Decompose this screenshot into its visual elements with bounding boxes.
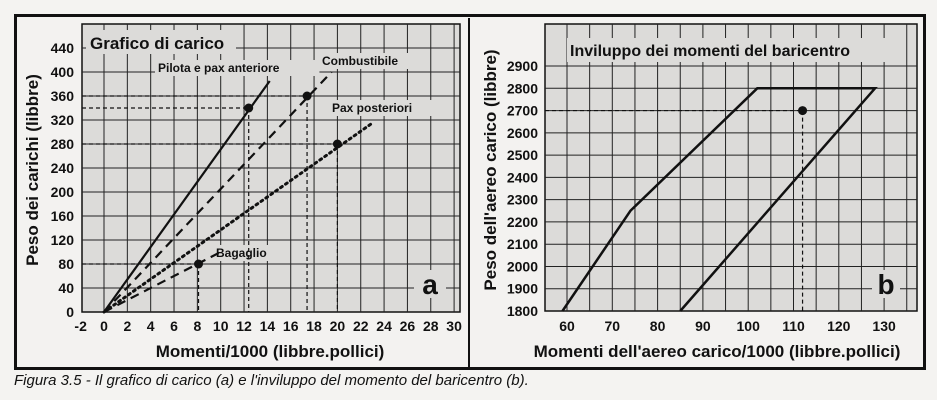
x-tick-label-a: 22 bbox=[353, 318, 369, 334]
x-tick-label-a: 28 bbox=[423, 318, 439, 334]
x-tick-label-a: -2 bbox=[74, 318, 87, 334]
x-tick-label-b: 80 bbox=[650, 318, 666, 334]
y-tick-label-b: 1800 bbox=[507, 303, 538, 319]
series-line bbox=[102, 121, 374, 314]
x-tick-label-a: 8 bbox=[193, 318, 201, 334]
y-tick-label-b: 2700 bbox=[507, 103, 538, 119]
x-tick-label-b: 60 bbox=[559, 318, 575, 334]
envelope-line bbox=[561, 87, 878, 312]
y-tick-label-b: 2000 bbox=[507, 258, 538, 274]
panel-label-b: b bbox=[877, 269, 894, 300]
figure-caption: Figura 3.5 - Il grafico di carico (a) e … bbox=[14, 372, 529, 389]
y-tick-label-b: 2800 bbox=[507, 80, 538, 96]
series-label: Combustibile bbox=[322, 54, 398, 68]
x-tick-label-a: 26 bbox=[400, 318, 416, 334]
y-tick-label-b: 2900 bbox=[507, 58, 538, 74]
y-tick-label-b: 2200 bbox=[507, 214, 538, 230]
x-tick-label-a: 30 bbox=[446, 318, 462, 334]
data-point-marker bbox=[302, 91, 312, 101]
y-tick-label-b: 2300 bbox=[507, 192, 538, 208]
y-tick-label-a: 160 bbox=[51, 208, 75, 224]
y-tick-label-b: 2500 bbox=[507, 147, 538, 163]
chart-title-b: Inviluppo dei momenti del baricentro bbox=[570, 43, 850, 60]
panel-label-a: a bbox=[422, 269, 438, 300]
y-axis-title-b: Peso dell'aereo carico (libbre) bbox=[481, 49, 500, 290]
y-tick-label-b: 2100 bbox=[507, 236, 538, 252]
y-tick-label-a: 40 bbox=[58, 280, 74, 296]
plot-area-b bbox=[544, 23, 918, 312]
y-tick-label-a: 440 bbox=[51, 40, 75, 56]
y-tick-label-a: 200 bbox=[51, 184, 75, 200]
y-tick-label-a: 320 bbox=[51, 112, 75, 128]
data-point-marker bbox=[194, 259, 204, 269]
chart-title-a: Grafico di carico bbox=[90, 34, 224, 53]
x-tick-label-a: 14 bbox=[260, 318, 276, 334]
y-tick-label-b: 1900 bbox=[507, 281, 538, 297]
y-axis-title-a: Peso dei carichi (libbre) bbox=[23, 74, 42, 266]
y-tick-label-a: 280 bbox=[51, 136, 75, 152]
x-tick-label-b: 130 bbox=[872, 318, 896, 334]
x-tick-label-a: 20 bbox=[330, 318, 346, 334]
y-tick-label-a: 400 bbox=[51, 64, 75, 80]
y-tick-label-a: 80 bbox=[58, 256, 74, 272]
series-label: Pax posteriori bbox=[332, 101, 412, 115]
x-tick-label-a: 12 bbox=[236, 318, 252, 334]
x-tick-label-a: 24 bbox=[376, 318, 392, 334]
series-label: Bagaglio bbox=[216, 246, 267, 260]
data-point-marker bbox=[244, 103, 254, 113]
x-tick-label-a: 2 bbox=[123, 318, 131, 334]
x-tick-label-b: 70 bbox=[605, 318, 621, 334]
x-tick-label-a: 16 bbox=[283, 318, 299, 334]
y-tick-label-a: 240 bbox=[51, 160, 75, 176]
series-label: Pilota e pax anteriore bbox=[158, 61, 280, 75]
x-tick-label-b: 90 bbox=[695, 318, 711, 334]
x-tick-label-b: 120 bbox=[827, 318, 851, 334]
x-tick-label-a: 4 bbox=[147, 318, 155, 334]
data-point-marker bbox=[332, 139, 342, 149]
y-tick-label-b: 2600 bbox=[507, 125, 538, 141]
x-tick-label-b: 100 bbox=[737, 318, 761, 334]
series-line bbox=[103, 80, 271, 313]
x-tick-label-b: 110 bbox=[782, 318, 805, 334]
x-tick-label-a: 18 bbox=[306, 318, 322, 334]
y-tick-label-b: 2400 bbox=[507, 169, 538, 185]
x-tick-label-a: 0 bbox=[100, 318, 108, 334]
x-axis-title-a: Momenti/1000 (libbre.pollici) bbox=[156, 342, 385, 361]
data-point-marker bbox=[798, 106, 808, 116]
x-tick-label-a: 6 bbox=[170, 318, 178, 334]
y-tick-label-a: 360 bbox=[51, 88, 75, 104]
y-tick-label-a: 120 bbox=[51, 232, 75, 248]
series-line bbox=[103, 71, 333, 313]
x-axis-title-b: Momenti dell'aereo carico/1000 (libbre.p… bbox=[534, 342, 901, 361]
x-tick-label-a: 10 bbox=[213, 318, 229, 334]
y-tick-label-a: 0 bbox=[66, 304, 74, 320]
